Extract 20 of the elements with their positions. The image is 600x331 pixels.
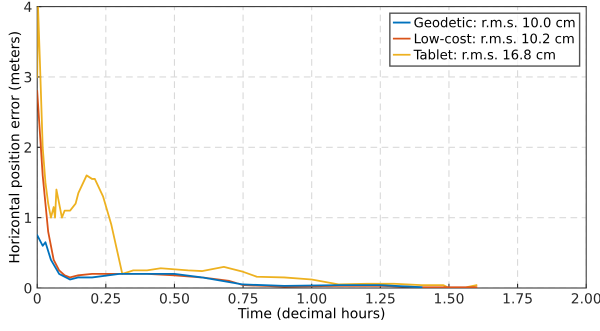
x-tick-label: 1.25 — [366, 293, 395, 304]
x-tick-label: 1.50 — [435, 293, 464, 304]
legend-label: Tablet: r.m.s. 16.8 cm — [414, 49, 555, 60]
x-tick-label: 1.00 — [298, 293, 326, 304]
y-tick-label: 1 — [25, 212, 32, 223]
y-tick-label: 3 — [24, 72, 32, 82]
x-axis-title: Time (decimal hours) — [238, 308, 384, 320]
y-tick-label: 0 — [24, 282, 32, 294]
line-series — [37, 234, 422, 288]
legend-label: Low-cost: r.m.s. 10.2 cm — [414, 33, 574, 44]
y-tick-label: 4 — [24, 2, 32, 12]
x-tick-label: 1.75 — [504, 293, 532, 304]
y-axis-title: Horizontal position error (meters) — [8, 32, 22, 262]
y-tick-label: 2 — [24, 142, 31, 153]
x-tick-label: 0 — [34, 293, 41, 304]
line-series — [37, 90, 478, 288]
legend-label: Geodetic: r.m.s. 10.0 cm — [414, 17, 575, 28]
x-tick-label: 0.75 — [228, 293, 258, 304]
x-tick-label: 0.25 — [91, 293, 120, 304]
x-tick-label: 0.50 — [160, 293, 189, 304]
